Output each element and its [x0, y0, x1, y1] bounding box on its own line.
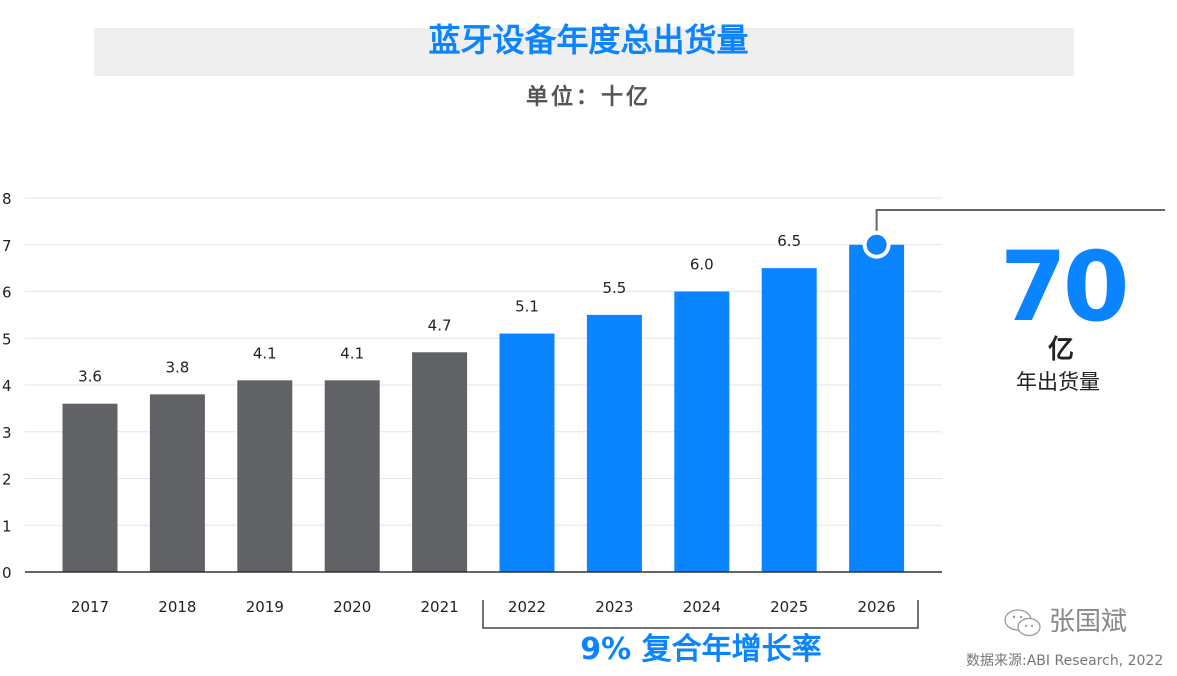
y-tick-label: 7	[2, 237, 12, 255]
data-label: 5.1	[515, 298, 539, 316]
bar-2020	[324, 380, 380, 572]
data-label: 3.6	[78, 368, 102, 386]
y-tick-label: 5	[2, 330, 12, 348]
bar-2024	[674, 291, 730, 572]
data-label: 5.5	[602, 279, 626, 297]
y-tick-label: 3	[2, 424, 12, 442]
watermark: 张国斌	[1003, 606, 1127, 638]
bar-2026	[849, 244, 905, 572]
data-label: 4.1	[253, 344, 277, 362]
x-tick-label: 2021	[421, 598, 459, 616]
callout-unit: 亿	[1048, 335, 1075, 365]
bar-2025	[761, 268, 817, 572]
y-tick-label: 2	[2, 471, 12, 489]
y-tick-label: 1	[2, 517, 12, 535]
x-tick-label: 2020	[333, 598, 371, 616]
bar-2018	[149, 394, 205, 572]
y-tick-label: 0	[2, 564, 12, 582]
bar-2019	[237, 380, 293, 572]
bar-2021	[412, 352, 468, 572]
cagr-label: 9% 复合年增长率	[580, 632, 822, 667]
x-tick-label: 2022	[508, 598, 546, 616]
x-tick-label: 2024	[683, 598, 721, 616]
watermark-text: 张国斌	[1049, 607, 1128, 637]
forecast-bracket	[482, 600, 919, 629]
data-label: 6.0	[690, 256, 714, 274]
data-label: 6.5	[777, 232, 801, 250]
bar-2022	[499, 333, 555, 572]
title-band	[94, 28, 1074, 76]
bar-2023	[586, 314, 642, 572]
chart-title: 蓝牙设备年度总出货量	[428, 21, 749, 59]
callout-value: 70	[1000, 231, 1130, 343]
data-label: 4.7	[428, 316, 452, 334]
y-tick-label: 4	[2, 377, 12, 395]
data-label: 3.8	[165, 358, 189, 376]
x-tick-label: 2025	[770, 598, 808, 616]
x-tick-label: 2017	[71, 598, 109, 616]
chart-subtitle: 单位：十亿	[525, 85, 651, 110]
bar-2017	[62, 403, 118, 572]
source-note: 数据来源:ABI Research, 2022	[966, 653, 1164, 669]
x-tick-label: 2019	[246, 598, 284, 616]
data-label: 4.1	[340, 344, 364, 362]
wechat-icon	[1004, 608, 1041, 636]
marker-dot	[866, 234, 887, 255]
x-tick-label: 2018	[158, 598, 196, 616]
callout-caption: 年出货量	[1016, 370, 1100, 394]
x-tick-label: 2026	[858, 598, 896, 616]
y-tick-label: 6	[2, 284, 12, 302]
y-tick-label: 8	[2, 190, 12, 208]
x-tick-label: 2023	[595, 598, 633, 616]
